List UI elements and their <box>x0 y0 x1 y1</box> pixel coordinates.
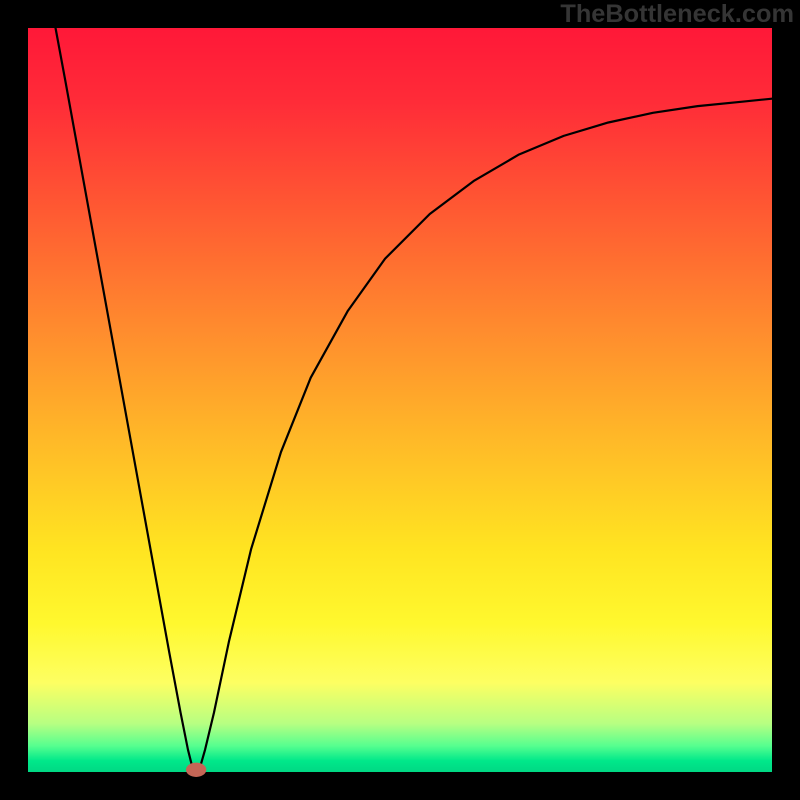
chart-stage: TheBottleneck.com <box>0 0 800 800</box>
watermark-text: TheBottleneck.com <box>560 0 794 29</box>
optimal-marker <box>186 763 205 776</box>
chart-background <box>28 28 772 772</box>
bottleneck-chart <box>0 0 800 800</box>
